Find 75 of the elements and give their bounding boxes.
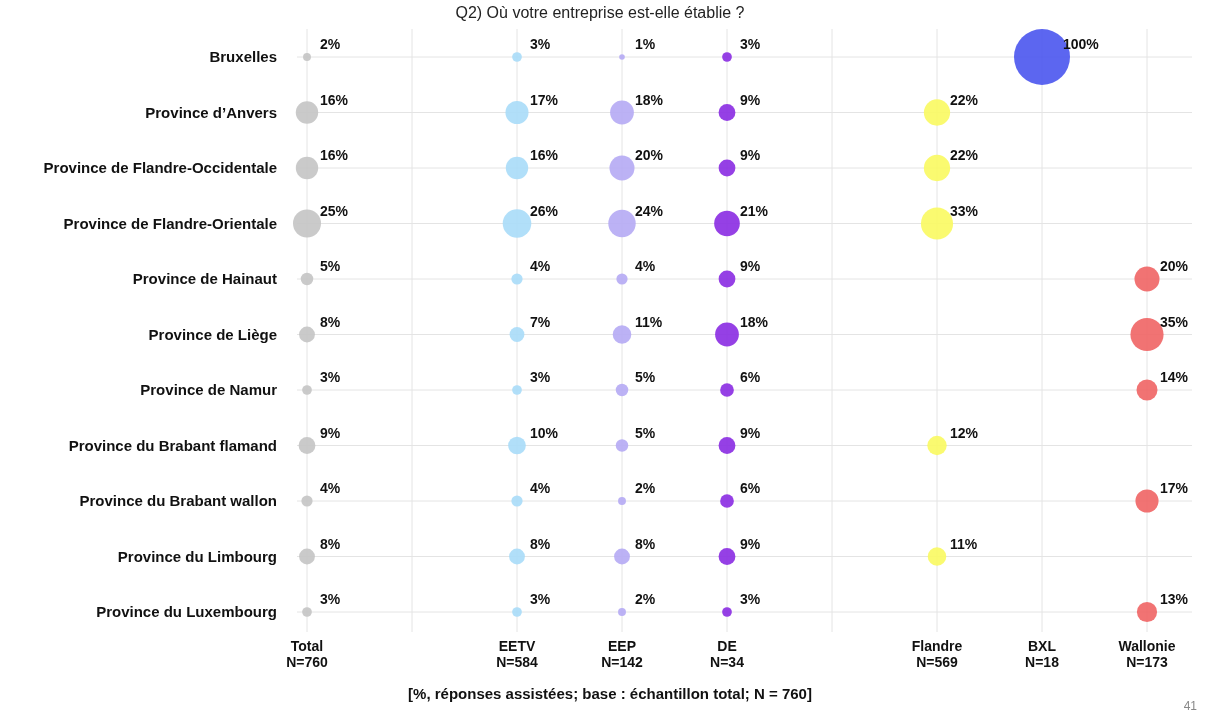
data-label: 4% xyxy=(320,480,341,496)
data-label: 14% xyxy=(1160,369,1189,385)
y-tick-label: Province de Liège xyxy=(148,325,277,343)
data-label: 11% xyxy=(635,313,663,330)
data-label: 9% xyxy=(740,535,761,552)
data-label: 8% xyxy=(320,535,341,552)
y-tick-label: Province du Luxembourg xyxy=(96,603,277,620)
chart-title: Q2) Où votre entreprise est-elle établie ? xyxy=(455,4,745,21)
data-label: 16% xyxy=(320,147,349,163)
data-label: 21% xyxy=(740,202,769,219)
data-label: 12% xyxy=(950,424,979,441)
data-label: 4% xyxy=(635,258,656,274)
data-label: 3% xyxy=(530,36,551,52)
data-label: 3% xyxy=(320,591,341,607)
data-label: 24% xyxy=(635,202,664,219)
data-label: 16% xyxy=(320,91,349,108)
data-label: 8% xyxy=(635,535,656,552)
data-label: 1% xyxy=(635,36,656,52)
data-label: 3% xyxy=(740,36,761,52)
data-label: 5% xyxy=(635,369,656,385)
y-tick-label: Province de Flandre-Orientale xyxy=(63,214,277,232)
y-tick-label: Province d’Anvers xyxy=(145,103,277,121)
y-tick-label: Province du Brabant wallon xyxy=(79,492,277,509)
data-label: 17% xyxy=(530,91,559,108)
y-tick-label: Province de Namur xyxy=(140,381,278,398)
data-label: 33% xyxy=(950,202,979,219)
data-label: 9% xyxy=(740,147,761,163)
data-label: 5% xyxy=(320,258,341,274)
data-label: 2% xyxy=(635,591,656,607)
text: [%, réponses assistées; base : échantillon total; N = 760] xyxy=(408,685,812,702)
data-label: 3% xyxy=(530,591,551,607)
data-label: 4% xyxy=(530,258,551,274)
x-tick-label: Total N=760 xyxy=(286,638,329,670)
data-label: 26% xyxy=(530,202,559,219)
data-label: 35% xyxy=(1160,313,1189,330)
data-label: 3% xyxy=(740,591,761,607)
x-tick-label: Wallonie N=173 xyxy=(1118,638,1176,670)
data-label: 16% xyxy=(530,147,559,163)
data-label: 17% xyxy=(1160,480,1189,496)
data-label: 6% xyxy=(740,369,761,385)
x-tick-label: Flandre N=569 xyxy=(911,638,963,670)
data-label: 10% xyxy=(530,424,559,441)
data-label: 4% xyxy=(530,480,551,496)
data-label: 20% xyxy=(635,147,664,163)
y-tick-label: Province du Brabant flamand xyxy=(68,436,277,454)
y-tick-label: Province de Flandre-Occidentale xyxy=(43,159,277,176)
data-label: 2% xyxy=(320,36,341,52)
data-label: 2% xyxy=(635,480,656,496)
data-label: 6% xyxy=(740,480,761,496)
data-label: 22% xyxy=(950,91,979,108)
data-label: 13% xyxy=(1160,591,1189,607)
data-label: 9% xyxy=(320,424,341,441)
data-label: 5% xyxy=(635,424,656,441)
data-label: 9% xyxy=(740,424,761,441)
text: 41 xyxy=(1183,699,1198,713)
data-label: 20% xyxy=(1160,258,1189,274)
y-tick-label: Province du Limbourg xyxy=(117,547,277,565)
data-label: 18% xyxy=(635,91,664,108)
data-label: 3% xyxy=(320,369,341,385)
data-label: 25% xyxy=(320,202,349,219)
x-tick-label: BXL N=18 xyxy=(1025,638,1060,670)
data-label: 8% xyxy=(320,313,341,330)
data-label: 3% xyxy=(530,369,551,385)
x-tick-label: EEP N=142 xyxy=(601,638,644,670)
data-label: 18% xyxy=(740,313,769,330)
data-label: 9% xyxy=(740,258,761,274)
data-label: 7% xyxy=(530,313,551,330)
x-tick-label: DE N=34 xyxy=(710,638,745,670)
y-tick-label: Province de Hainaut xyxy=(132,270,277,287)
x-tick-label: EETV N=584 xyxy=(496,638,539,670)
y-tick-label: Bruxelles xyxy=(209,48,277,65)
data-label: 11% xyxy=(950,535,978,552)
data-label: 8% xyxy=(530,535,551,552)
data-label: 9% xyxy=(740,91,761,108)
data-label: 22% xyxy=(950,147,979,163)
